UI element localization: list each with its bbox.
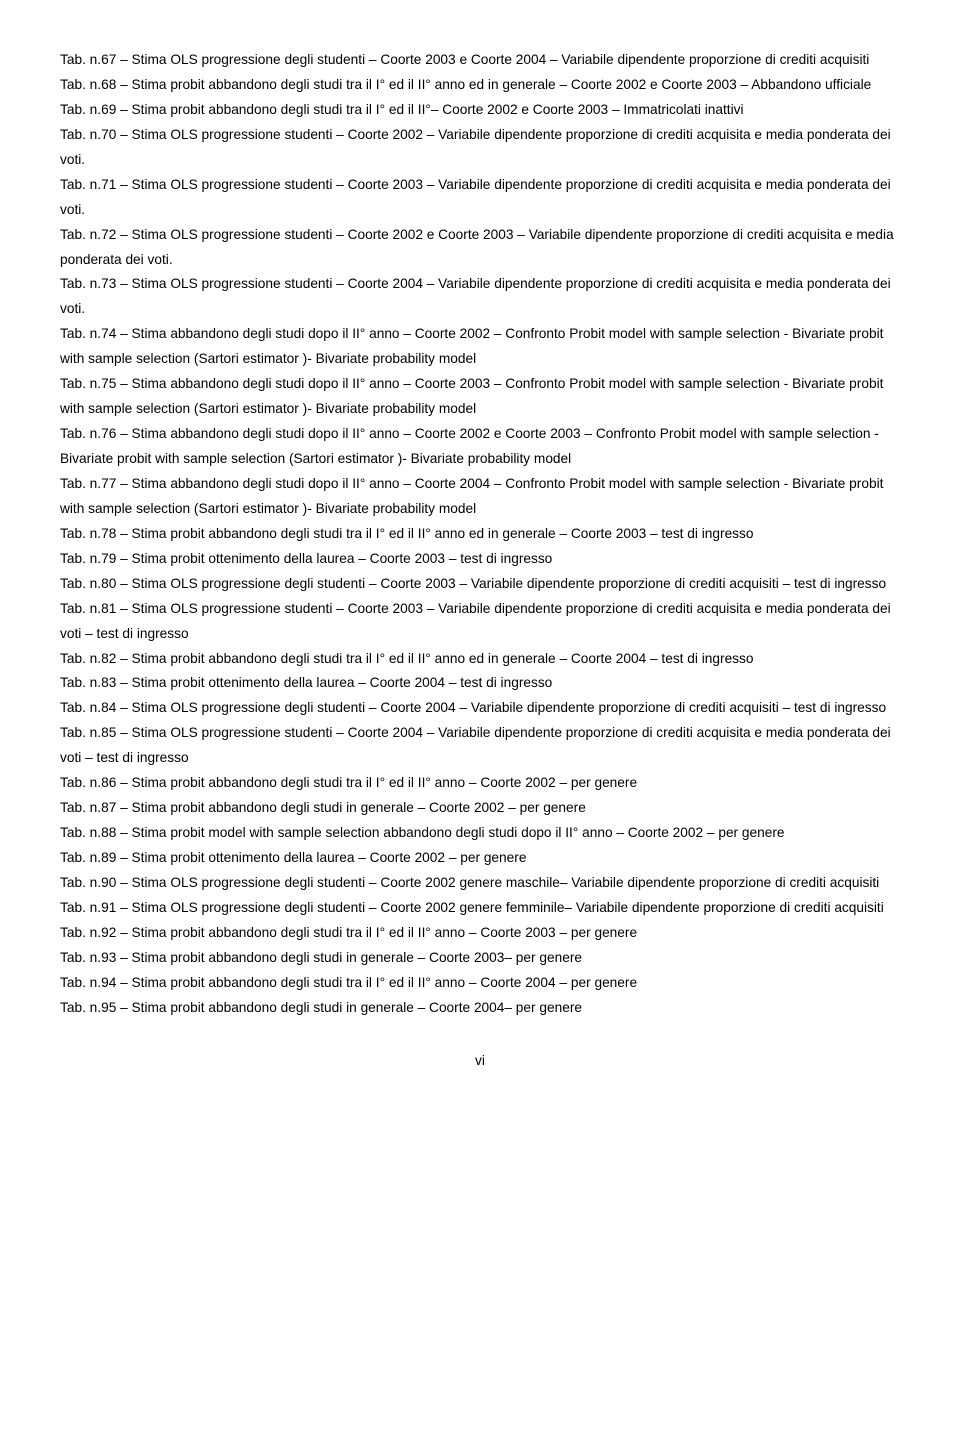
table-entry: Tab. n.92 – Stima probit abbandono degli… [60, 921, 900, 946]
table-entry: Tab. n.91 – Stima OLS progressione degli… [60, 896, 900, 921]
table-entry: Tab. n.82 – Stima probit abbandono degli… [60, 647, 900, 672]
table-entry: Tab. n.94 – Stima probit abbandono degli… [60, 971, 900, 996]
table-entry: Tab. n.77 – Stima abbandono degli studi … [60, 472, 900, 522]
table-entry: Tab. n.90 – Stima OLS progressione degli… [60, 871, 900, 896]
page-number: vi [60, 1049, 900, 1074]
table-entry: Tab. n.80 – Stima OLS progressione degli… [60, 572, 900, 597]
table-entry: Tab. n.70 – Stima OLS progressione stude… [60, 123, 900, 173]
table-entry: Tab. n.73 – Stima OLS progressione stude… [60, 272, 900, 322]
table-list: Tab. n.67 – Stima OLS progressione degli… [60, 48, 900, 1021]
table-entry: Tab. n.68 – Stima probit abbandono degli… [60, 73, 900, 98]
table-entry: Tab. n.89 – Stima probit ottenimento del… [60, 846, 900, 871]
table-entry: Tab. n.67 – Stima OLS progressione degli… [60, 48, 900, 73]
table-entry: Tab. n.69 – Stima probit abbandono degli… [60, 98, 900, 123]
table-entry: Tab. n.74 – Stima abbandono degli studi … [60, 322, 900, 372]
table-entry: Tab. n.84 – Stima OLS progressione degli… [60, 696, 900, 721]
table-entry: Tab. n.87 – Stima probit abbandono degli… [60, 796, 900, 821]
table-entry: Tab. n.81 – Stima OLS progressione stude… [60, 597, 900, 647]
table-entry: Tab. n.93 – Stima probit abbandono degli… [60, 946, 900, 971]
table-entry: Tab. n.83 – Stima probit ottenimento del… [60, 671, 900, 696]
table-entry: Tab. n.76 – Stima abbandono degli studi … [60, 422, 900, 472]
table-entry: Tab. n.72 – Stima OLS progressione stude… [60, 223, 900, 273]
table-entry: Tab. n.95 – Stima probit abbandono degli… [60, 996, 900, 1021]
table-entry: Tab. n.85 – Stima OLS progressione stude… [60, 721, 900, 771]
table-entry: Tab. n.71 – Stima OLS progressione stude… [60, 173, 900, 223]
table-entry: Tab. n.78 – Stima probit abbandono degli… [60, 522, 900, 547]
table-entry: Tab. n.75 – Stima abbandono degli studi … [60, 372, 900, 422]
table-entry: Tab. n.86 – Stima probit abbandono degli… [60, 771, 900, 796]
table-entry: Tab. n.88 – Stima probit model with samp… [60, 821, 900, 846]
table-entry: Tab. n.79 – Stima probit ottenimento del… [60, 547, 900, 572]
